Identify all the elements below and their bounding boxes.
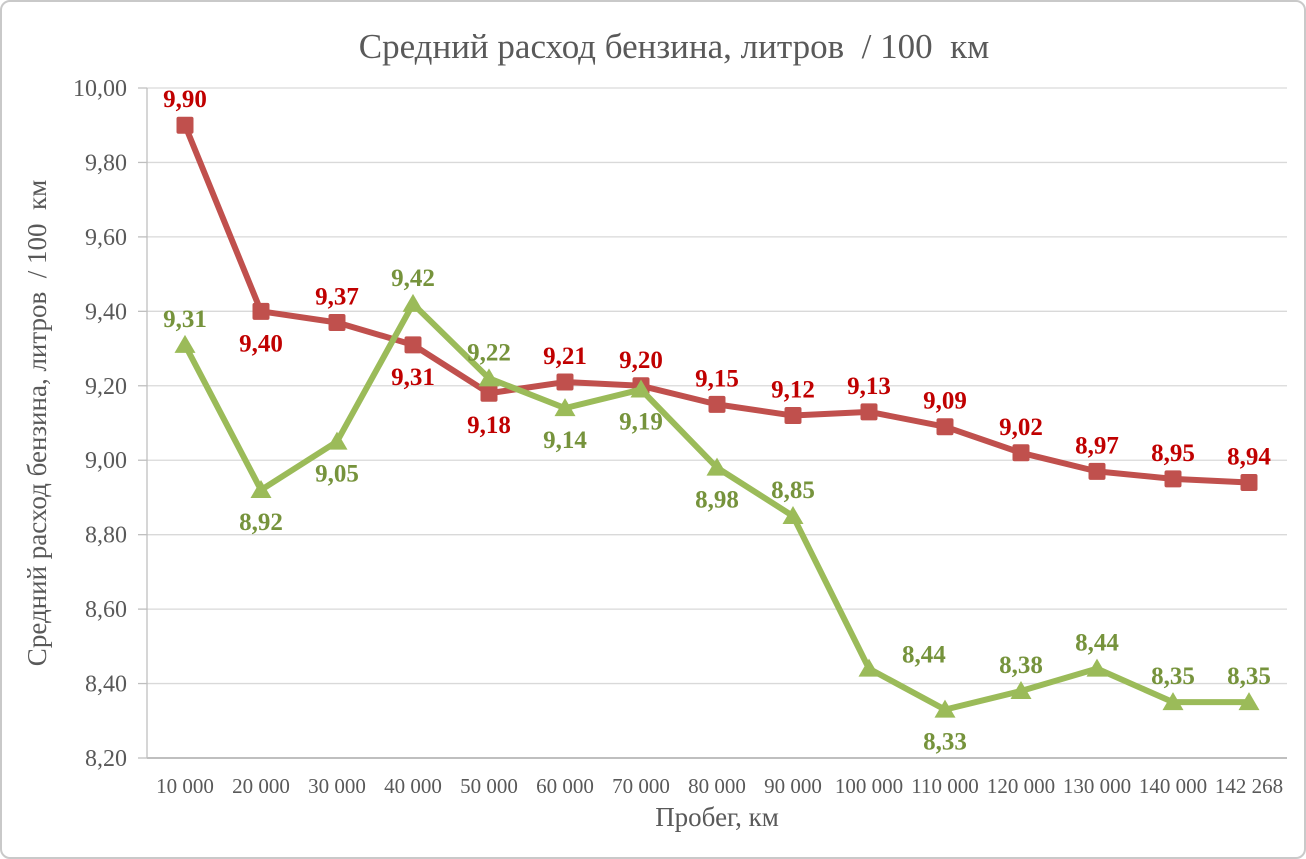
data-label: 9,12: [771, 377, 815, 404]
data-point-marker-triangle: [1238, 692, 1260, 711]
data-point-marker-triangle: [250, 480, 272, 498]
y-tick-label: 9,20: [85, 374, 127, 400]
data-point-marker-triangle: [402, 293, 424, 312]
data-point-marker-triangle: [326, 431, 348, 450]
data-label: 9,22: [467, 339, 511, 366]
data-point-marker-triangle: [478, 368, 500, 387]
data-point-marker-square: [328, 314, 346, 331]
data-point-marker-square: [1240, 474, 1258, 492]
data-point-marker-triangle: [782, 506, 804, 525]
x-axis-title: Пробег, км: [655, 802, 779, 832]
y-tick-label: 9,60: [85, 225, 127, 251]
data-label: 8,35: [1151, 663, 1195, 690]
y-tick-label: 8,40: [85, 672, 127, 698]
x-tick-label: 20 000: [232, 774, 290, 798]
x-tick-label: 10 000: [156, 774, 214, 798]
data-point-marker-triangle: [706, 457, 728, 476]
data-label: 9,90: [163, 86, 207, 113]
data-label: 8,98: [695, 487, 739, 514]
data-label: 8,38: [999, 652, 1043, 679]
y-tick-label: 9,00: [85, 448, 127, 474]
y-tick-label: 10,00: [73, 76, 127, 102]
data-label: 9,09: [923, 388, 967, 415]
x-tick-label: 100 000: [835, 774, 903, 798]
data-point-marker-triangle: [934, 699, 956, 718]
y-tick-label: 8,20: [85, 746, 127, 772]
data-point-marker-triangle: [1086, 658, 1108, 677]
data-point-marker-square: [176, 116, 194, 134]
tick-labels: 10,00 9,80 9,60 9,40 9,20 9,00 8,80 8,60 8,40 8,2…: [73, 76, 1283, 798]
data-point-marker-square: [404, 336, 422, 354]
data-label: 8,92: [239, 509, 283, 536]
data-point-marker-square: [1164, 470, 1182, 488]
y-axis-title: Средний расход бензина, литров / 100 км: [22, 180, 52, 666]
data-label: 9,14: [543, 427, 587, 454]
data-point-marker-triangle: [1162, 692, 1184, 711]
x-tick-label: 80 000: [688, 774, 746, 798]
data-point-marker-square: [784, 407, 802, 425]
data-point-marker-square: [1012, 444, 1030, 462]
data-label: 8,44: [902, 642, 946, 669]
data-label: 9,18: [467, 412, 511, 439]
data-label: 9,31: [391, 364, 435, 391]
x-tick-label: 140 000: [1139, 774, 1207, 798]
data-label: 8,95: [1151, 440, 1195, 467]
data-point-marker-square: [708, 395, 726, 413]
data-label: 8,44: [1075, 630, 1119, 657]
series: [174, 116, 1260, 718]
data-point-marker-triangle: [554, 398, 576, 417]
data-labels: 9,90 9,40 9,37 9,31 9,18 9,21 9,20 9,15 9,12 9,13…: [163, 86, 1271, 755]
x-tick-label: 142 268: [1215, 774, 1283, 798]
x-tick-label: 70 000: [612, 774, 670, 798]
data-label: 9,15: [695, 365, 739, 392]
y-tick-label: 9,40: [85, 299, 127, 325]
data-label: 8,35: [1227, 663, 1271, 690]
data-point-marker-square: [252, 302, 270, 320]
data-label: 8,85: [771, 477, 815, 504]
data-point-marker-triangle: [1010, 681, 1032, 699]
axes: [138, 87, 1287, 759]
data-label: 9,42: [391, 265, 435, 292]
data-label: 8,94: [1227, 444, 1271, 471]
x-tick-label: 120 000: [987, 774, 1055, 798]
x-tick-label: 30 000: [308, 774, 366, 798]
data-label: 9,20: [619, 347, 663, 374]
data-point-marker-square: [556, 373, 574, 391]
data-label: 9,40: [239, 330, 283, 357]
y-tick-label: 8,60: [85, 597, 127, 623]
data-point-marker-square: [860, 403, 878, 421]
data-label: 9,37: [315, 284, 359, 311]
x-tick-label: 40 000: [384, 774, 442, 798]
data-label: 9,02: [999, 414, 1043, 441]
y-tick-label: 9,80: [85, 150, 127, 176]
data-point-marker-square: [1088, 462, 1106, 480]
data-label: 9,19: [619, 409, 663, 436]
x-tick-label: 60 000: [536, 774, 594, 798]
data-point-marker-triangle: [630, 379, 652, 398]
data-point-marker-triangle: [858, 658, 880, 677]
x-tick-label: 90 000: [764, 774, 822, 798]
chart-title: Средний расход бензина, литров / 100 км: [359, 27, 990, 66]
data-label: 8,97: [1075, 432, 1119, 459]
y-tick-label: 8,80: [85, 523, 127, 549]
x-tick-label: 50 000: [460, 774, 518, 798]
data-point-marker-triangle: [174, 334, 196, 353]
x-tick-label: 130 000: [1063, 774, 1131, 798]
data-point-marker-square: [480, 384, 498, 402]
data-label: 9,31: [163, 306, 207, 333]
data-label: 9,13: [847, 373, 891, 400]
x-tick-label: 110 000: [911, 774, 978, 798]
data-label: 9,21: [543, 343, 587, 370]
data-label: 9,05: [315, 461, 359, 488]
data-label: 8,33: [923, 729, 967, 756]
data-point-marker-square: [936, 418, 954, 436]
